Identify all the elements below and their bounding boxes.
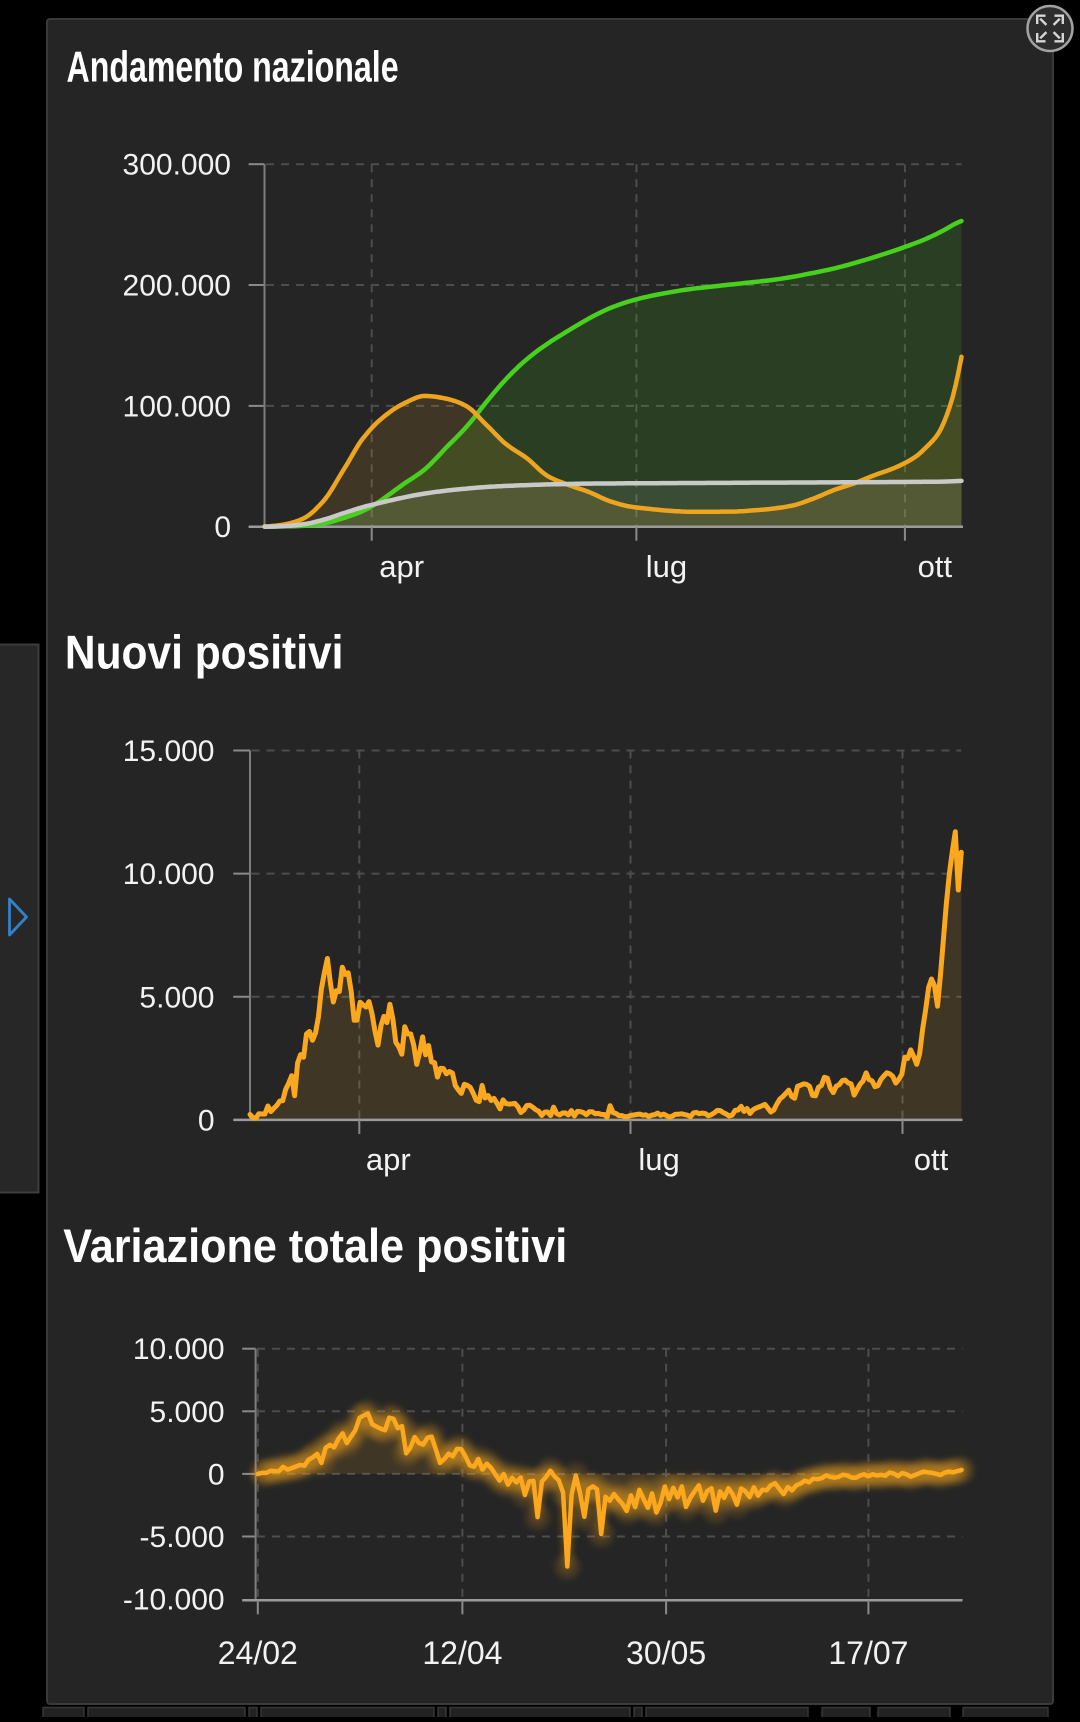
svg-text:-10.000: -10.000 (123, 1584, 225, 1617)
svg-text:lug: lug (638, 1142, 679, 1177)
svg-text:Andamento nazionale: Andamento nazionale (67, 43, 399, 92)
svg-text:apr: apr (366, 1142, 411, 1177)
svg-text:Variazione totale positivi: Variazione totale positivi (63, 1220, 567, 1273)
svg-text:300.000: 300.000 (123, 149, 231, 182)
svg-text:30/05: 30/05 (626, 1635, 706, 1671)
svg-text:lug: lug (646, 549, 687, 584)
svg-text:apr: apr (379, 549, 424, 584)
svg-text:0: 0 (208, 1458, 225, 1491)
svg-text:24/02: 24/02 (218, 1635, 298, 1671)
svg-text:0: 0 (214, 511, 231, 544)
svg-text:10.000: 10.000 (123, 858, 215, 891)
svg-text:5.000: 5.000 (150, 1396, 225, 1429)
svg-text:5.000: 5.000 (139, 981, 214, 1014)
svg-text:0: 0 (198, 1104, 215, 1137)
svg-text:100.000: 100.000 (123, 390, 231, 423)
svg-text:10.000: 10.000 (133, 1333, 225, 1366)
svg-text:12/04: 12/04 (422, 1635, 502, 1671)
svg-text:ott: ott (918, 549, 953, 584)
svg-text:Nuovi positivi: Nuovi positivi (65, 626, 344, 678)
svg-text:200.000: 200.000 (123, 270, 231, 303)
svg-text:ott: ott (914, 1142, 949, 1177)
svg-text:-5.000: -5.000 (140, 1521, 225, 1554)
svg-text:17/07: 17/07 (828, 1635, 908, 1671)
svg-text:15.000: 15.000 (123, 735, 215, 768)
